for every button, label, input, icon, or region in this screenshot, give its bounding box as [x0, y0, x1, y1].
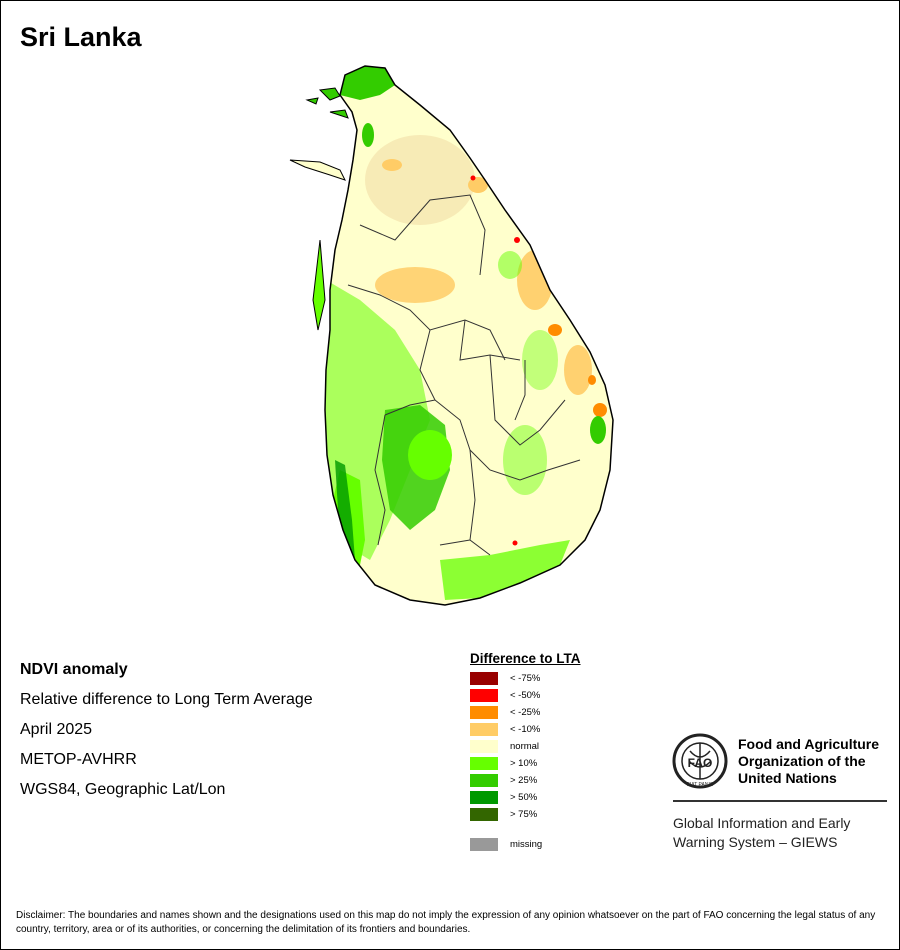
svg-text:FIAT PANIS: FIAT PANIS: [687, 782, 714, 788]
legend-item: < -10%: [470, 721, 581, 738]
anomaly-plus10-north-east: [498, 251, 522, 279]
legend-item: > 75%: [470, 806, 581, 823]
legend-label: > 25%: [510, 775, 538, 786]
fao-logo-icon: FAO FIAT PANIS: [672, 733, 728, 789]
anomaly-plus25-jaffna: [340, 66, 395, 100]
district-boundaries: [347, 194, 581, 556]
legend-item: < -75%: [470, 670, 581, 687]
legend-label: normal: [510, 741, 540, 752]
anomaly-minus25-trinco: [548, 324, 562, 336]
anomaly-minus10-east: [517, 250, 553, 310]
legend-item-missing: missing: [470, 836, 581, 853]
anomaly-minus25-east-spot: [588, 375, 596, 385]
legend-label: < -25%: [510, 707, 541, 718]
legend-label: > 75%: [510, 809, 538, 820]
anomaly-plus10-east-central: [503, 425, 547, 495]
anomaly-minus50-spot-1: [514, 237, 520, 243]
kalpitiya-peninsula: [312, 239, 326, 331]
anomaly-plus10-mannar: [362, 123, 374, 147]
legend-title: Difference to LTA: [470, 651, 581, 666]
fao-org-line-1: Food and Agriculture: [738, 736, 880, 752]
map-info-block: NDVI anomaly Relative difference to Long…: [20, 655, 313, 805]
legend-label: > 10%: [510, 758, 538, 769]
legend-item: < -25%: [470, 704, 581, 721]
fao-org-line-2: Organization of the: [738, 753, 866, 769]
mannar-island: [289, 159, 346, 181]
anomaly-plus10-highlands: [408, 430, 452, 480]
anomaly-minus50-spot-3: [512, 540, 518, 546]
legend-label: < -10%: [510, 724, 541, 735]
giews-line-1: Global Information and Early: [673, 815, 851, 831]
legend-swatch: [470, 689, 498, 702]
anomaly-minus10-northwest: [382, 159, 402, 171]
legend-item: normal: [470, 738, 581, 755]
anomaly-plus10-east-band: [522, 330, 558, 390]
legend-label: < -50%: [510, 690, 541, 701]
legend-label-missing: missing: [510, 839, 543, 850]
fao-divider: [673, 800, 887, 802]
fao-organization-name: Food and Agriculture Organization of the…: [738, 736, 879, 787]
coastline: [324, 65, 614, 606]
legend-swatch: [470, 791, 498, 804]
info-description: Relative difference to Long Term Average: [20, 691, 313, 708]
sri-lanka-map: [289, 65, 614, 606]
info-sensor: METOP-AVHRR: [20, 751, 137, 768]
legend-swatch: [470, 740, 498, 753]
anomaly-dry-north: [365, 135, 475, 225]
legend-label: < -75%: [510, 673, 541, 684]
info-date: April 2025: [20, 721, 93, 738]
anomaly-plus50-west-coast: [335, 460, 355, 560]
legend-swatch: [470, 757, 498, 770]
legend-item: > 10%: [470, 755, 581, 772]
legend-item: > 25%: [470, 772, 581, 789]
anomaly-minus10-east-coast: [564, 345, 592, 395]
anomaly-plus25-east: [590, 416, 606, 444]
legend-swatch: [470, 672, 498, 685]
legend-items: < -75% < -50% < -25% < -10% normal > 10% > 25%…: [470, 670, 581, 823]
jaffna-islands: [305, 87, 349, 119]
map-title: Sri Lanka: [20, 22, 142, 52]
legend-swatch: [470, 774, 498, 787]
anomaly-plus10-south: [440, 540, 570, 600]
anomaly-minus10-north-central: [375, 267, 455, 303]
legend-item: > 50%: [470, 789, 581, 806]
fao-org-line-3: United Nations: [738, 770, 837, 786]
anomaly-minus50-spot-2: [470, 175, 476, 181]
legend-item: < -50%: [470, 687, 581, 704]
giews-name: Global Information and Early Warning Sys…: [673, 814, 850, 852]
info-projection: WGS84, Geographic Lat/Lon: [20, 781, 226, 798]
legend-label: > 50%: [510, 792, 538, 803]
legend-swatch-missing: [470, 838, 498, 851]
disclaimer-text: Disclaimer: The boundaries and names sho…: [16, 910, 876, 935]
legend: Difference to LTA < -75% < -50% < -25% < -1…: [470, 651, 581, 853]
info-product: NDVI anomaly: [20, 661, 128, 678]
anomaly-minus25-batticaloa: [593, 403, 607, 417]
svg-text:FAO: FAO: [688, 756, 713, 770]
legend-swatch: [470, 723, 498, 736]
anomaly-minus10-mullaitivu: [468, 177, 488, 193]
legend-swatch: [470, 706, 498, 719]
giews-line-2: Warning System – GIEWS: [673, 834, 838, 850]
legend-swatch: [470, 808, 498, 821]
